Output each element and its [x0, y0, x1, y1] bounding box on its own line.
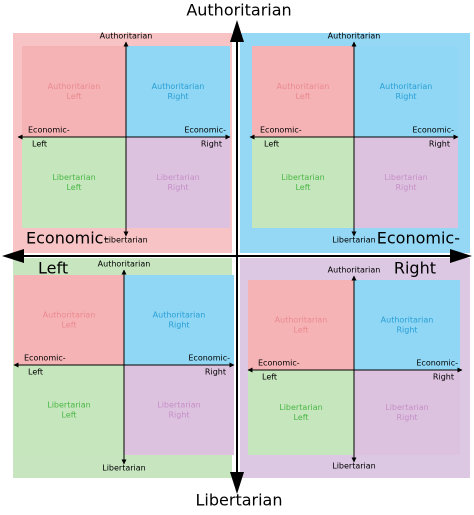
arrowhead: [2, 249, 24, 263]
cell-label: Authoritarian: [277, 82, 330, 91]
cell-label: Left: [66, 92, 81, 101]
cell: [248, 370, 354, 455]
axis-label: Economic-: [260, 126, 302, 135]
axis-label: Economic-: [184, 126, 226, 135]
quadrant: AuthoritarianLeftAuthoritarianRightLiber…: [240, 32, 470, 253]
quadrant: AuthoritarianLeftAuthoritarianRightLiber…: [13, 258, 235, 478]
axis-label: Libertarian: [104, 236, 148, 245]
cell: [354, 137, 458, 228]
cell: [124, 275, 234, 365]
axis-label: Economic-: [28, 126, 70, 135]
cell-label: Left: [66, 183, 81, 192]
axis-label: Right: [205, 368, 226, 377]
main-axis-label: Economic-: [377, 229, 460, 248]
cell-label: Authoritarian: [152, 82, 205, 91]
axis-label: Right: [201, 140, 222, 149]
axis-label: Left: [28, 368, 43, 377]
cell-label: Right: [168, 411, 189, 420]
cell: [126, 46, 230, 137]
arrowhead: [450, 249, 472, 263]
cell-label: Libertarian: [157, 401, 201, 410]
axis-label: Economic-: [258, 359, 300, 368]
cell: [126, 137, 230, 228]
cell-label: Left: [61, 321, 76, 330]
axis-label: Left: [264, 140, 279, 149]
arrowhead: [230, 20, 244, 42]
cell: [354, 280, 460, 370]
cell-label: Libertarian: [385, 403, 429, 412]
cell: [354, 370, 460, 455]
cell-label: Libertarian: [52, 173, 96, 182]
cell-label: Left: [61, 411, 76, 420]
cell: [14, 365, 124, 455]
axis-label: Economic-: [412, 126, 454, 135]
cell-label: Libertarian: [279, 403, 323, 412]
cell-label: Libertarian: [384, 173, 428, 182]
cell: [248, 280, 354, 370]
cell-label: Right: [167, 183, 188, 192]
axis-label: Economic-: [188, 354, 230, 363]
cell-label: Right: [396, 413, 417, 422]
cell: [124, 365, 234, 455]
main-axis-label: Authoritarian: [186, 1, 291, 20]
cell: [22, 46, 126, 137]
cell: [354, 46, 458, 137]
axis-label: Economic-: [24, 354, 66, 363]
main-axis-label: Libertarian: [196, 491, 283, 510]
cell-label: Authoritarian: [153, 311, 206, 320]
axis-label: Authoritarian: [100, 32, 153, 41]
quadrant: AuthoritarianLeftAuthoritarianRightLiber…: [13, 32, 232, 253]
arrowhead: [230, 472, 244, 494]
cell-label: Authoritarian: [48, 82, 101, 91]
cell: [252, 137, 354, 228]
cell-label: Left: [295, 183, 310, 192]
main-axis-label: Right: [394, 259, 436, 278]
cell-label: Authoritarian: [380, 82, 433, 91]
cell-label: Left: [295, 92, 310, 101]
cell-label: Authoritarian: [381, 316, 434, 325]
main-axis-label: Left: [38, 259, 68, 278]
cell-label: Libertarian: [47, 401, 91, 410]
cell-label: Libertarian: [281, 173, 325, 182]
cell-label: Right: [395, 183, 416, 192]
cell-label: Right: [168, 321, 189, 330]
axis-label: Right: [433, 373, 454, 382]
cell-label: Right: [396, 326, 417, 335]
cell-label: Authoritarian: [275, 316, 328, 325]
cell-label: Right: [395, 92, 416, 101]
cell-label: Right: [167, 92, 188, 101]
cell-label: Left: [293, 326, 308, 335]
axis-label: Libertarian: [102, 464, 146, 473]
axis-label: Libertarian: [332, 462, 376, 471]
axis-label: Authoritarian: [328, 266, 381, 275]
axis-label: Libertarian: [332, 236, 376, 245]
cell-label: Authoritarian: [43, 311, 96, 320]
cell-label: Left: [293, 413, 308, 422]
axis-label: Left: [32, 140, 47, 149]
axis-label: Right: [429, 140, 450, 149]
axis-label: Economic-: [416, 359, 458, 368]
axis-label: Authoritarian: [98, 260, 151, 269]
axis-label: Left: [262, 373, 277, 382]
cell: [22, 137, 126, 228]
axis-label: Authoritarian: [328, 32, 381, 41]
cell: [14, 275, 124, 365]
cell-label: Libertarian: [156, 173, 200, 182]
main-axis-label: Economic-: [26, 229, 109, 248]
quadrant: AuthoritarianLeftAuthoritarianRightLiber…: [240, 258, 470, 478]
cell: [252, 46, 354, 137]
